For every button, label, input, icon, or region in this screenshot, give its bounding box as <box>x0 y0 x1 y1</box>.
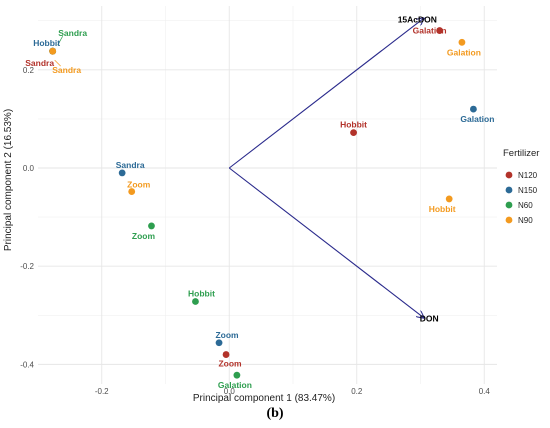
point-label: Hobbit <box>33 38 60 48</box>
y-tick-label: 0.2 <box>23 66 35 75</box>
data-point-n150 <box>215 339 223 347</box>
legend-label: N150 <box>518 186 538 195</box>
x-tick-label: 0.0 <box>224 387 236 396</box>
label-leader-line <box>54 59 61 67</box>
legend-label: N60 <box>518 201 533 210</box>
y-tick-label: -0.2 <box>20 262 34 271</box>
point-labels: Galation Hobbit Zoom Sandra Galation Sandra Zo… <box>25 26 494 391</box>
legend-label: N90 <box>518 216 533 225</box>
grid <box>38 6 497 384</box>
data-point-n60 <box>233 371 241 379</box>
x-tick-label: 0.2 <box>351 387 363 396</box>
data-point-n90 <box>458 38 466 46</box>
x-tick-label: -0.2 <box>95 387 109 396</box>
point-label: Hobbit <box>340 120 367 130</box>
data-point-n90 <box>445 195 453 203</box>
point-label: Zoom <box>215 330 239 340</box>
tick-labels: -0.2 0.0 0.2 0.4 -0.4 -0.2 0.0 0.2 <box>20 66 490 396</box>
data-point-n120 <box>350 129 357 137</box>
data-points <box>49 27 477 379</box>
point-label: Sandra <box>116 160 145 170</box>
x-axis-title: Principal component 1 (83.47%) <box>193 393 335 404</box>
legend-key-n150 <box>505 186 513 194</box>
legend-key-n120 <box>505 171 513 179</box>
data-point-n120 <box>222 351 230 358</box>
data-point-n150 <box>470 105 477 113</box>
point-label: Zoom <box>132 231 156 241</box>
point-label: Sandra <box>25 58 54 68</box>
point-label: Galation <box>460 114 494 124</box>
loading-vectors: 15AcDON DON <box>228 14 439 324</box>
point-label: Sandra <box>58 28 87 38</box>
legend-title: Fertilizer <box>503 148 539 159</box>
data-point-n90 <box>128 188 136 195</box>
data-point-n60 <box>192 298 199 305</box>
loading-vector-15acdon <box>228 18 423 169</box>
legend-key-n60 <box>505 201 513 209</box>
y-axis-title: Principal component 2 (16.53%) <box>3 109 14 251</box>
point-label: Sandra <box>52 65 81 75</box>
data-point-n60 <box>148 222 155 230</box>
legend: Fertilizer N120 N150 N60 N90 <box>503 148 539 225</box>
figure-caption: (b) <box>266 406 284 421</box>
point-label: Hobbit <box>188 289 215 299</box>
point-label: Zoom <box>218 359 242 369</box>
point-label: Hobbit <box>429 204 456 214</box>
point-label: Galation <box>447 47 481 57</box>
legend-label: N120 <box>518 171 538 180</box>
point-label: Galation <box>218 380 252 390</box>
legend-key-n90 <box>505 216 513 224</box>
point-label: Zoom <box>127 180 151 190</box>
vector-label: 15AcDON <box>398 14 437 24</box>
data-point-n120 <box>436 27 444 34</box>
data-point-n150 <box>118 169 126 177</box>
plot-panel <box>38 6 497 384</box>
data-point-n90 <box>49 47 57 55</box>
vector-label: DON <box>420 314 439 324</box>
y-tick-label: 0.0 <box>23 164 35 173</box>
label-leader-line <box>57 35 63 46</box>
x-tick-label: 0.4 <box>479 387 491 396</box>
point-label: Galation <box>413 26 447 36</box>
loading-vector-don <box>228 167 423 318</box>
y-tick-label: -0.4 <box>20 360 34 369</box>
